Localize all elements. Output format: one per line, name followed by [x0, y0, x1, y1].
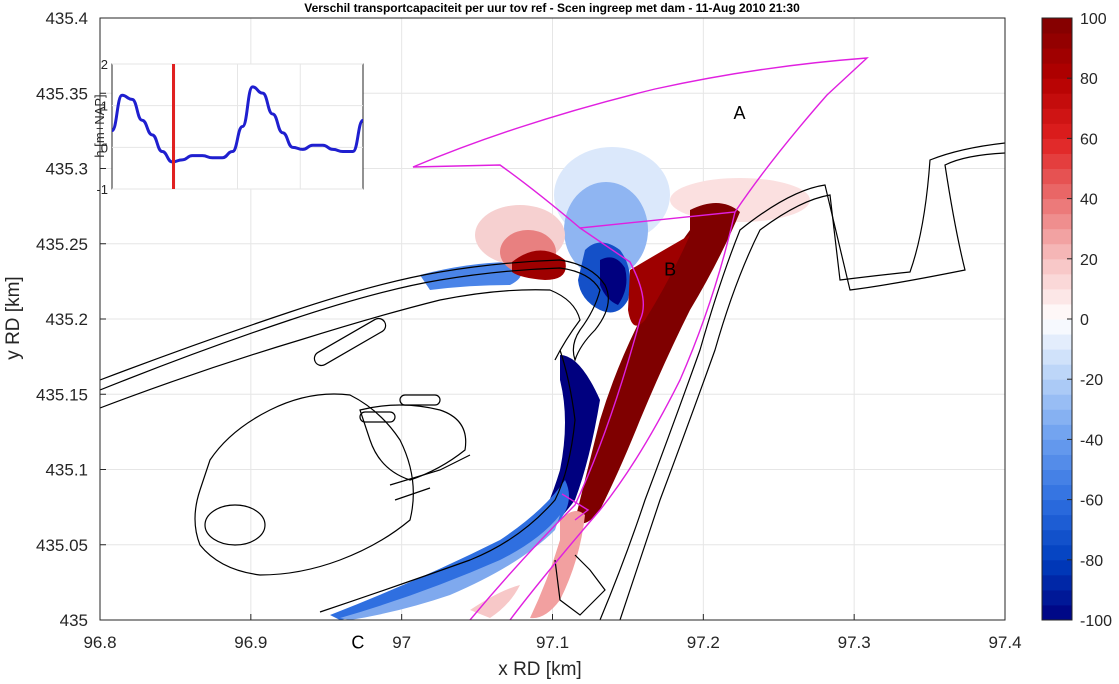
- colorbar-band: [1042, 394, 1072, 410]
- study-area-polygons: [412, 57, 869, 620]
- colorbar-band: [1042, 93, 1072, 109]
- annotations: A B C: [351, 103, 745, 653]
- inset-water-level-line: [112, 85, 363, 164]
- y-tick-label: 435.4: [45, 9, 88, 28]
- colorbar-band: [1042, 243, 1072, 260]
- colorbar-tick-label: 80: [1080, 71, 1098, 88]
- colorbar-tick-label: 0: [1080, 312, 1089, 329]
- colorbar-band: [1042, 168, 1072, 185]
- y-tick-label: 435.05: [36, 536, 88, 555]
- colorbar-band: [1042, 78, 1072, 94]
- x-axis-ticks: 96.8 96.9 97 97.1 97.2 97.3 97.4: [83, 614, 1022, 652]
- colorbar-band: [1042, 228, 1072, 245]
- colorbar-band: [1042, 334, 1072, 350]
- colorbar-ticks: -100 -80 -60 -40 -20 0 20 40 60 80 100: [1067, 11, 1112, 630]
- colorbar-tick-label: -100: [1080, 613, 1112, 630]
- colorbar-band: [1042, 183, 1072, 200]
- colorbar-band: [1042, 364, 1072, 380]
- colorbar-band: [1042, 273, 1072, 290]
- colorbar-band: [1042, 108, 1072, 124]
- y-tick-label: 435: [60, 611, 88, 630]
- x-tick-label: 97: [392, 633, 411, 652]
- colorbar-band: [1042, 439, 1072, 455]
- x-axis-label: x RD [km]: [498, 659, 581, 680]
- inset-y-tick-label: 2: [101, 57, 108, 72]
- x-tick-label: 97.3: [838, 633, 871, 652]
- main-field-layer: [100, 57, 1005, 620]
- colorbar-band: [1042, 604, 1072, 621]
- colorbar-band: [1042, 409, 1072, 425]
- x-tick-label: 96.9: [234, 633, 267, 652]
- colorbar-band: [1042, 529, 1072, 546]
- colorbar-tick-label: -40: [1080, 432, 1103, 449]
- colorbar-tick-label: -20: [1080, 372, 1103, 389]
- y-tick-label: 435.35: [36, 84, 88, 103]
- colorbar-tick-label: 100: [1080, 11, 1107, 28]
- colorbar-band: [1042, 514, 1072, 531]
- colorbar-band: [1042, 544, 1072, 561]
- inset-y-tick-label: 0: [101, 140, 108, 155]
- colorbar-band: [1042, 319, 1072, 335]
- inset-y-tick-label: 1: [101, 99, 108, 114]
- colorbar-band: [1042, 33, 1072, 49]
- colorbar-tick-label: -80: [1080, 553, 1103, 570]
- bathymetry-contours: [100, 142, 1005, 620]
- y-tick-label: 435.2: [45, 310, 88, 329]
- inset-y-axis-label: h [m+NAP]: [92, 94, 107, 157]
- colorbar-band: [1042, 589, 1072, 606]
- annotation-label: A: [734, 103, 746, 123]
- colorbar-band: [1042, 258, 1072, 275]
- field-patch-blue-core: [600, 257, 627, 305]
- inset-y-tick-label: -1: [96, 182, 108, 197]
- colorbar-band: [1042, 198, 1072, 215]
- y-axis-label: y RD [km]: [3, 276, 24, 359]
- field-patch-blue-channel: [520, 355, 600, 555]
- colorbar-tick-label: 60: [1080, 131, 1098, 148]
- field-patch-red-channel: [575, 202, 740, 524]
- y-tick-label: 435.3: [45, 160, 88, 179]
- x-tick-label: 97.1: [536, 633, 569, 652]
- y-axis-ticks: 435 435.05 435.1 435.15 435.2 435.25 435.3 435.…: [36, 9, 106, 630]
- colorbar-band: [1042, 454, 1072, 470]
- colorbar-band: [1042, 138, 1072, 154]
- field-patch-red-dark-west: [512, 250, 566, 280]
- colorbar-band: [1042, 499, 1072, 516]
- annotation-label: C: [351, 633, 364, 653]
- x-tick-label: 96.8: [83, 633, 116, 652]
- colorbar-tick-label: 40: [1080, 192, 1098, 209]
- colorbar-band: [1042, 213, 1072, 230]
- colorbar-band: [1042, 288, 1072, 305]
- colorbar-band: [1042, 349, 1072, 365]
- colorbar-band: [1042, 123, 1072, 139]
- colorbar-band: [1042, 484, 1072, 501]
- colorbar-band: [1042, 469, 1072, 486]
- y-tick-label: 435.25: [36, 235, 88, 254]
- colorbar-band: [1042, 303, 1072, 320]
- annotation-label: B: [664, 259, 676, 279]
- colorbar-band: [1042, 63, 1072, 79]
- x-tick-label: 97.2: [687, 633, 720, 652]
- y-tick-label: 435.15: [36, 385, 88, 404]
- field-patch-red-south: [530, 511, 585, 619]
- x-tick-label: 97.4: [988, 633, 1021, 652]
- inset-y-ticks: -1 0 1 2: [96, 57, 108, 197]
- colorbar-band: [1042, 424, 1072, 440]
- colorbar-band: [1042, 379, 1072, 395]
- colorbar: [1042, 18, 1072, 621]
- colorbar-band: [1042, 574, 1072, 591]
- colorbar-band: [1042, 48, 1072, 64]
- colorbar-band: [1042, 559, 1072, 576]
- chart-title: Verschil transportcapaciteit per uur tov…: [304, 1, 800, 15]
- colorbar-band: [1042, 18, 1072, 34]
- colorbar-band: [1042, 153, 1072, 169]
- y-tick-label: 435.1: [45, 461, 88, 480]
- colorbar-tick-label: -60: [1080, 493, 1103, 510]
- field-patch-red-corner: [470, 585, 520, 618]
- colorbar-tick-label: 20: [1080, 252, 1098, 269]
